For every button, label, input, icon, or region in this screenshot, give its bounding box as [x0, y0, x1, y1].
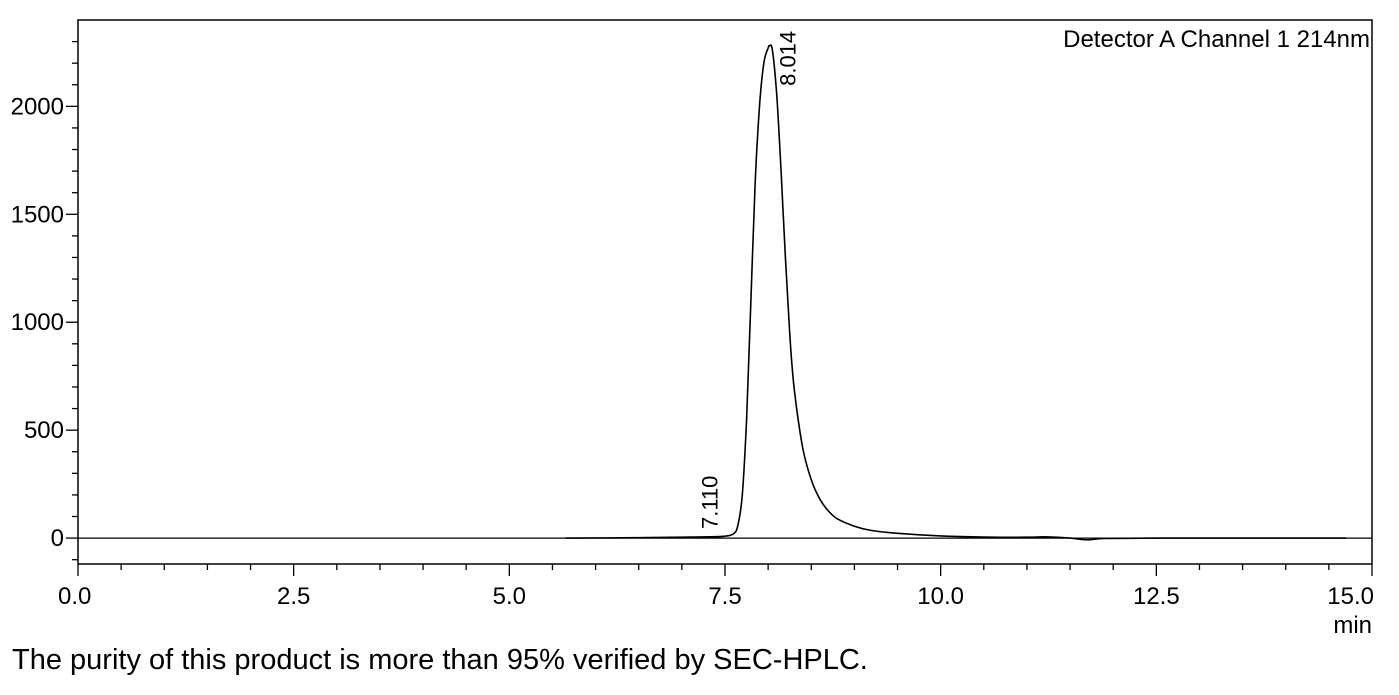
x-tick-label: 2.5	[277, 583, 310, 610]
x-axis-ticks: 0.0 2.5 5.0 7.5 10.0 12.5 15.0	[58, 564, 1374, 610]
chromatogram-trace	[565, 44, 1347, 541]
peak-label: 8.014	[775, 31, 800, 86]
y-tick-label: 2000	[11, 93, 64, 120]
purity-caption: The purity of this product is more than …	[12, 644, 868, 676]
x-tick-label: 5.0	[493, 583, 526, 610]
x-tick-label: 12.5	[1133, 583, 1180, 610]
plot-frame	[77, 19, 1373, 565]
y-tick-label: 500	[24, 417, 64, 444]
legend-label: Detector A Channel 1 214nm	[1063, 26, 1370, 53]
y-tick-label: 1000	[11, 309, 64, 336]
y-tick-label: 1500	[11, 201, 64, 228]
y-tick-label: 0	[51, 525, 64, 552]
peak-label: 7.110	[697, 476, 722, 529]
x-tick-label: 0.0	[58, 583, 91, 610]
peak-labels: 7.110 8.014	[697, 31, 800, 529]
x-axis-unit: min	[1333, 612, 1372, 639]
y-axis-ticks: 0 500 1000 1500 2000	[11, 40, 78, 561]
x-tick-label: 15.0	[1327, 583, 1374, 610]
x-tick-label: 10.0	[917, 583, 964, 610]
chromatogram-chart: 0 500 1000 1500 2000 0.0 2.5 5.0 7.5 10.0 12.5 15.…	[11, 19, 1374, 639]
x-tick-label: 7.5	[708, 583, 741, 610]
